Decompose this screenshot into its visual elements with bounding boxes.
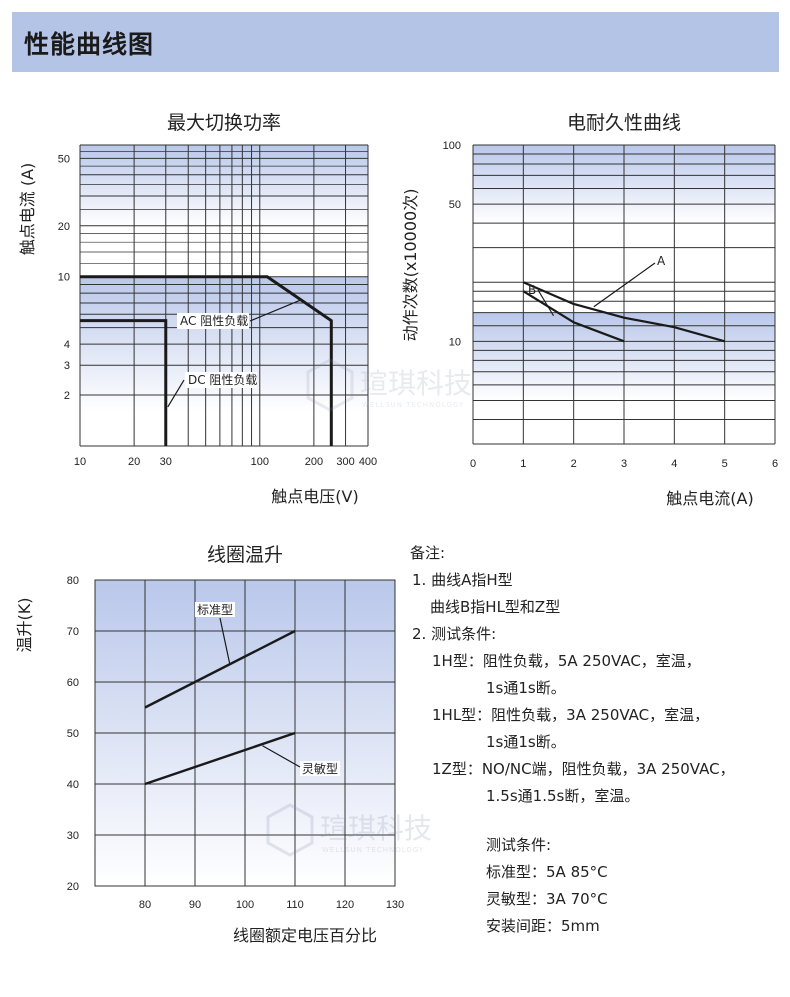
y-tick-label: 50 [67, 728, 79, 740]
notes-line: 1Z型：NO/NC端，阻性负载，3A 250VAC， [432, 760, 735, 778]
notes-line: 灵敏型：3A 70°C [486, 890, 608, 908]
leader-line [167, 379, 185, 408]
x-tick-label: 130 [386, 899, 404, 911]
durability-curve-a [522, 281, 725, 343]
chart-title: 最大切换功率 [167, 112, 281, 134]
chart-band [80, 145, 368, 226]
y-tick-label: 10 [58, 272, 70, 284]
y-tick-label: 60 [67, 677, 79, 689]
x-axis-label: 线圈额定电压百分比 [233, 926, 377, 945]
notes-line: 1HL型：阻性负载，3A 250VAC，室温， [432, 706, 710, 724]
y-tick-label: 70 [67, 626, 79, 638]
y-tick-label: 80 [67, 575, 79, 587]
y-tick-label: 50 [449, 199, 461, 211]
x-tick-label: 4 [671, 458, 677, 470]
x-tick-label: 20 [128, 456, 140, 468]
ac-resistive-curve [80, 275, 333, 446]
x-tick-label: 100 [251, 456, 269, 468]
notes-line: 测试条件: [486, 836, 552, 854]
x-tick-label: 5 [722, 458, 728, 470]
curve-b-label: B [528, 283, 536, 297]
x-tick-label: 2 [571, 458, 577, 470]
notes-heading: 备注: [410, 544, 446, 562]
dc-curve-label: DC 阻性负载 [188, 373, 257, 387]
leader-line [219, 617, 231, 666]
x-tick-label: 3 [621, 458, 627, 470]
notes-line: 1s通1s断。 [486, 733, 566, 751]
x-tick-label: 1 [520, 458, 526, 470]
y-tick-label: 50 [58, 153, 70, 165]
y-tick-label: 2 [64, 390, 70, 402]
notes-line: 1.5s通1.5s断，室温。 [486, 787, 640, 805]
ac-curve-label: AC 阻性负载 [180, 314, 248, 328]
x-tick-label: 400 [359, 456, 377, 468]
y-axis-label: 温升(K) [15, 598, 34, 653]
curve-a-label: A [657, 254, 666, 268]
watermark-text: 瑄琪科技 [360, 367, 472, 400]
label-bg [300, 761, 340, 776]
y-tick-label: 10 [449, 336, 461, 348]
chart-title: 线圈温升 [207, 544, 283, 566]
notes-line: 安装间距：5mm [486, 917, 600, 935]
x-tick-label: 120 [336, 899, 354, 911]
leader-line [537, 289, 555, 317]
watermark-logo-icon [266, 803, 314, 857]
y-axis-label: 触点电流 (A) [18, 163, 37, 256]
watermark-text: 瑄琪科技 [320, 812, 432, 845]
notes-line: 1H型：阻性负载，5A 250VAC，室温， [432, 652, 701, 670]
notes-line: 标准型：5A 85°C [486, 863, 608, 881]
x-tick-label: 80 [139, 899, 151, 911]
section-header: 性能曲线图 [12, 12, 779, 72]
x-tick-label: 6 [772, 458, 778, 470]
sensitive-type-label: 灵敏型 [302, 761, 338, 776]
chart-title: 电耐久性曲线 [567, 112, 681, 134]
x-tick-label: 100 [236, 899, 254, 911]
leader-line [249, 299, 302, 322]
leader-line [262, 745, 301, 768]
watermark-subtext: WELLSUN TECHNOLOGY [362, 401, 464, 409]
dc-resistive-curve [80, 319, 168, 446]
x-tick-label: 90 [189, 899, 201, 911]
label-bg [185, 372, 257, 388]
notes-line: 2. 测试条件: [412, 625, 497, 643]
y-tick-label: 3 [64, 360, 70, 372]
label-bg [177, 313, 249, 329]
leader-line [593, 262, 656, 308]
y-tick-label: 20 [58, 221, 70, 233]
durability-curve-b [522, 290, 625, 343]
x-tick-label: 10 [74, 456, 86, 468]
watermark-subtext: WELLSUN TECHNOLOGY [322, 846, 424, 854]
x-tick-label: 110 [286, 899, 304, 911]
notes-block: 备注: 1. 曲线A指H型 曲线B指HL型和Z型 2. 测试条件: 1H型：阻性… [410, 540, 735, 940]
standard-type-label: 标准型 [197, 603, 233, 617]
notes-line: 1. 曲线A指H型 [412, 571, 513, 589]
section-title: 性能曲线图 [24, 30, 155, 59]
label-bg [195, 602, 235, 617]
y-tick-label: 100 [443, 140, 461, 152]
y-tick-label: 30 [67, 830, 79, 842]
y-tick-label: 40 [67, 779, 79, 791]
x-tick-label: 200 [305, 456, 323, 468]
watermark-logo-icon [306, 358, 354, 412]
notes-line: 曲线B指HL型和Z型 [430, 598, 561, 616]
y-tick-label: 4 [64, 339, 70, 351]
x-tick-label: 30 [160, 456, 172, 468]
sensitive-type-line [144, 731, 296, 786]
x-axis-label: 触点电压(V) [271, 487, 358, 506]
x-tick-label: 300 [336, 456, 354, 468]
notes-line: 1s通1s断。 [486, 679, 566, 697]
y-axis-label: 动作次数(x10000次) [401, 189, 420, 342]
y-tick-label: 20 [67, 881, 79, 893]
x-tick-label: 0 [470, 458, 476, 470]
x-axis-label: 触点电流(A) [666, 489, 753, 508]
standard-type-line [144, 629, 296, 709]
